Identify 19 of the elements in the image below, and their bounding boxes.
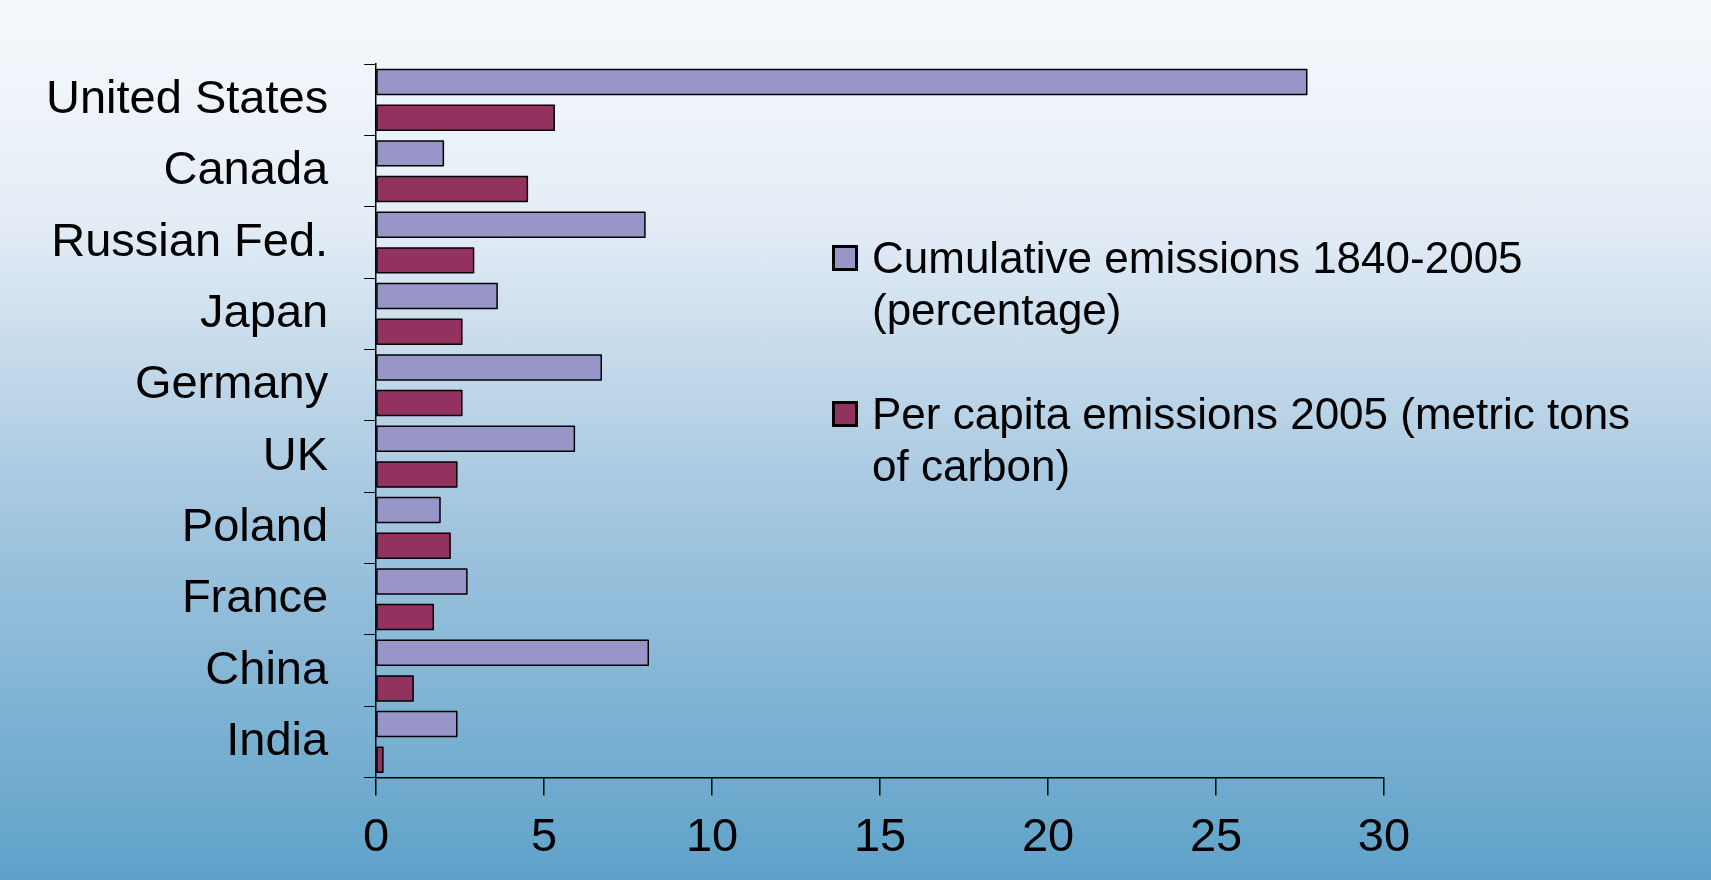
- x-tick-label: 25: [1189, 807, 1243, 861]
- x-tick-label: 5: [531, 807, 558, 861]
- y-tick-label: Germany: [134, 355, 329, 409]
- x-tick-label: 20: [1021, 807, 1075, 861]
- y-tick-label: Canada: [163, 141, 330, 195]
- y-tick-label: Russian Fed.: [51, 212, 329, 266]
- text: Cumulative emissions 1840-2005 (percentage): [872, 232, 1524, 336]
- x-tick-label: 15: [853, 807, 907, 861]
- y-tick-label: Japan: [200, 283, 329, 337]
- x-tick-label: 10: [685, 807, 739, 861]
- y-tick-label: China: [205, 640, 330, 694]
- x-tick-label: 30: [1357, 807, 1411, 861]
- y-tick-label: United States: [45, 69, 329, 123]
- y-tick-label: France: [181, 569, 329, 623]
- y-tick-label: Poland: [181, 497, 329, 551]
- x-tick-label: 0: [363, 807, 390, 861]
- y-tick-label: India: [226, 711, 330, 765]
- y-tick-label: UK: [262, 426, 329, 480]
- legend-label: Per capita emissions 2005 (metric tons of carbon): [872, 388, 1632, 492]
